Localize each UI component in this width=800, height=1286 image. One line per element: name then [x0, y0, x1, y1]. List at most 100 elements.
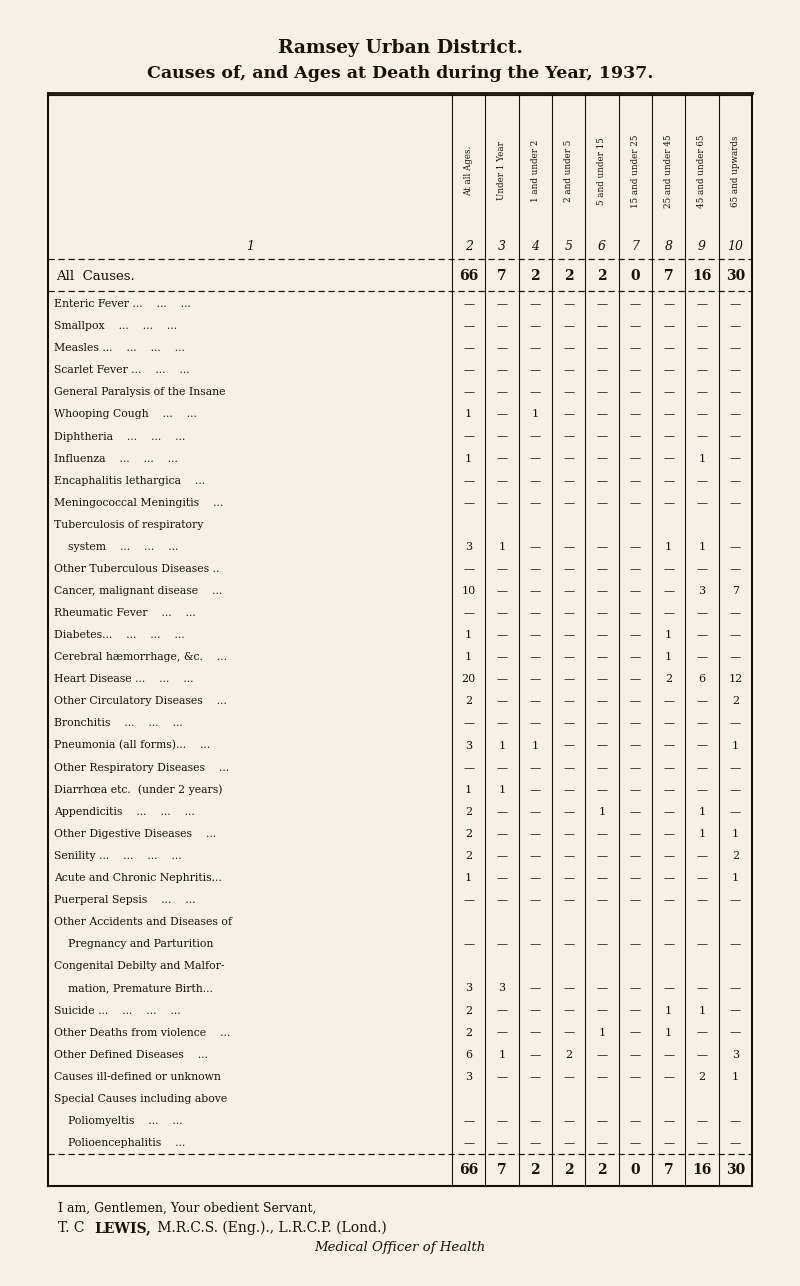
Text: 1: 1 [498, 1049, 506, 1060]
Text: —: — [597, 674, 607, 684]
Text: —: — [730, 1028, 741, 1038]
Text: —: — [563, 895, 574, 905]
Text: —: — [530, 1116, 541, 1125]
Text: 1: 1 [665, 1028, 672, 1038]
Text: —: — [697, 365, 707, 376]
Text: Other Defined Diseases    ...: Other Defined Diseases ... [54, 1049, 208, 1060]
Text: —: — [597, 939, 607, 949]
Text: —: — [563, 608, 574, 619]
Text: M.R.C.S. (Eng.)., L.R.C.P. (Lond.): M.R.C.S. (Eng.)., L.R.C.P. (Lond.) [153, 1220, 386, 1235]
Text: 1: 1 [598, 806, 606, 817]
Text: —: — [630, 873, 641, 883]
Text: Pneumonia (all forms)...    ...: Pneumonia (all forms)... ... [54, 741, 210, 751]
Text: —: — [697, 1138, 707, 1148]
Text: —: — [697, 697, 707, 706]
Text: —: — [630, 387, 641, 397]
Text: —: — [663, 565, 674, 574]
Text: —: — [497, 565, 507, 574]
Text: —: — [497, 586, 507, 595]
Text: —: — [497, 939, 507, 949]
Text: Ramsey Urban District.: Ramsey Urban District. [278, 39, 522, 57]
Text: —: — [563, 697, 574, 706]
Text: —: — [563, 652, 574, 662]
Text: —: — [563, 630, 574, 640]
Text: 1: 1 [732, 1071, 739, 1082]
Text: —: — [530, 476, 541, 486]
Text: Smallpox    ...    ...    ...: Smallpox ... ... ... [54, 322, 177, 331]
Text: —: — [597, 565, 607, 574]
Text: 7: 7 [631, 239, 639, 252]
Text: 3: 3 [498, 984, 506, 993]
Text: —: — [563, 541, 574, 552]
Text: 1: 1 [732, 741, 739, 751]
Text: 25 and under 45: 25 and under 45 [664, 134, 673, 208]
Text: 7: 7 [497, 269, 507, 283]
Text: —: — [463, 1138, 474, 1148]
Text: 7: 7 [664, 1163, 674, 1177]
Text: 1: 1 [465, 409, 472, 419]
Text: —: — [463, 365, 474, 376]
Text: —: — [663, 851, 674, 860]
Text: —: — [630, 630, 641, 640]
Text: —: — [497, 498, 507, 508]
Text: 1: 1 [698, 541, 706, 552]
Text: system    ...    ...    ...: system ... ... ... [54, 541, 178, 552]
Text: —: — [697, 565, 707, 574]
Text: 2: 2 [597, 269, 607, 283]
Text: 5: 5 [565, 239, 573, 252]
Text: —: — [663, 806, 674, 817]
Text: —: — [463, 343, 474, 354]
Text: Cerebral hæmorrhage, &c.    ...: Cerebral hæmorrhage, &c. ... [54, 652, 227, 662]
Text: —: — [563, 741, 574, 751]
Text: —: — [730, 343, 741, 354]
Text: —: — [497, 476, 507, 486]
Text: —: — [730, 1006, 741, 1016]
Text: —: — [497, 1138, 507, 1148]
Text: —: — [497, 365, 507, 376]
Text: 8: 8 [665, 239, 673, 252]
Text: —: — [730, 300, 741, 309]
Text: —: — [597, 697, 607, 706]
Text: —: — [563, 454, 574, 463]
Text: —: — [463, 498, 474, 508]
Text: —: — [730, 984, 741, 993]
Text: 1: 1 [665, 652, 672, 662]
Text: Diabetes...    ...    ...    ...: Diabetes... ... ... ... [54, 630, 185, 640]
Text: —: — [697, 873, 707, 883]
Text: —: — [530, 984, 541, 993]
Text: —: — [530, 608, 541, 619]
Text: —: — [730, 763, 741, 773]
Text: —: — [697, 741, 707, 751]
Text: 12: 12 [728, 674, 742, 684]
Text: Pregnancy and Parturition: Pregnancy and Parturition [54, 939, 214, 949]
Text: 2: 2 [465, 806, 472, 817]
Text: 6: 6 [698, 674, 706, 684]
Text: —: — [630, 1138, 641, 1148]
Text: —: — [530, 806, 541, 817]
Text: 65 and upwards: 65 and upwards [731, 135, 740, 207]
Text: 1: 1 [665, 541, 672, 552]
Text: —: — [663, 1071, 674, 1082]
Text: Diphtheria    ...    ...    ...: Diphtheria ... ... ... [54, 432, 186, 441]
Text: —: — [563, 565, 574, 574]
Text: —: — [697, 630, 707, 640]
Text: —: — [697, 895, 707, 905]
Text: General Paralysis of the Insane: General Paralysis of the Insane [54, 387, 226, 397]
Text: —: — [497, 300, 507, 309]
Text: —: — [563, 806, 574, 817]
Text: —: — [697, 652, 707, 662]
Text: —: — [597, 1138, 607, 1148]
Text: —: — [530, 586, 541, 595]
Text: 1: 1 [665, 630, 672, 640]
Text: —: — [497, 806, 507, 817]
Text: 15 and under 25: 15 and under 25 [631, 134, 640, 207]
Text: Heart Disease ...    ...    ...: Heart Disease ... ... ... [54, 674, 194, 684]
Text: —: — [497, 763, 507, 773]
Text: 2: 2 [565, 1049, 572, 1060]
Text: —: — [530, 763, 541, 773]
Text: —: — [463, 939, 474, 949]
Text: —: — [630, 984, 641, 993]
Text: —: — [597, 1006, 607, 1016]
Text: —: — [497, 454, 507, 463]
Text: —: — [597, 1049, 607, 1060]
